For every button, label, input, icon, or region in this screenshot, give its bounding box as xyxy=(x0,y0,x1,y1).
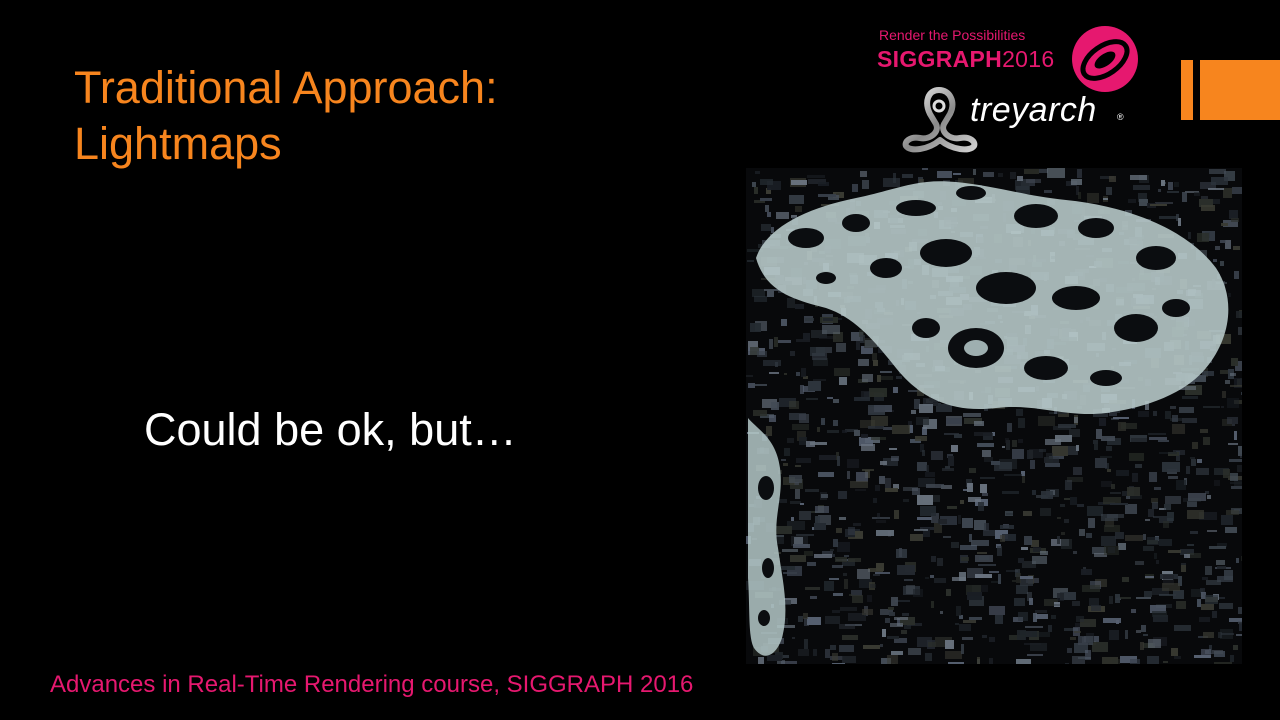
siggraph-logo-icon xyxy=(1072,26,1138,92)
siggraph-year: 2016 xyxy=(1002,46,1055,72)
siggraph-tagline: Render the Possibilities xyxy=(879,27,1026,43)
treyarch-logo-icon xyxy=(902,87,978,153)
accent-bar-large xyxy=(1200,60,1280,120)
slide-footer: Advances in Real-Time Rendering course, … xyxy=(50,671,694,698)
lightmap-texture-atlas xyxy=(746,168,1242,664)
siggraph-wordmark: SIGGRAPH2016 xyxy=(877,45,1054,73)
siggraph-name: SIGGRAPH xyxy=(877,46,1003,72)
treyarch-wordmark: treyarch xyxy=(970,91,1097,129)
lightmap-image xyxy=(746,168,1242,664)
slide-title-line-1: Traditional Approach: xyxy=(74,62,498,113)
treyarch-registered-mark: ® xyxy=(1117,112,1124,122)
accent-bar-small xyxy=(1181,60,1193,120)
slide-body-text: Could be ok, but… xyxy=(144,404,517,455)
slide-title: Traditional Approach: Lightmaps xyxy=(74,60,674,172)
slide-title-line-2: Lightmaps xyxy=(74,118,282,169)
